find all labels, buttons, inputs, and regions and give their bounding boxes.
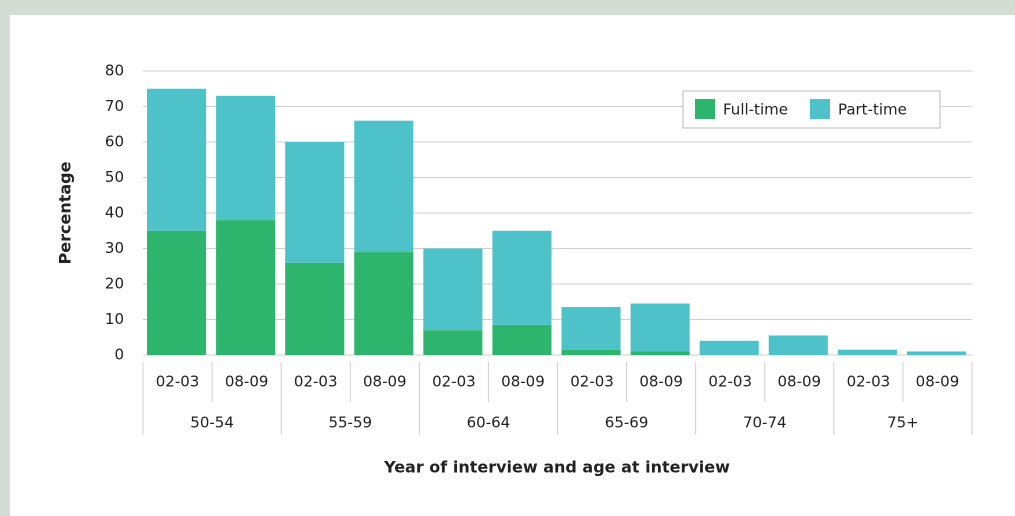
x-tick-label: 08-09 [225, 373, 269, 391]
y-tick-label: 50 [105, 168, 124, 186]
bar-segment [561, 349, 621, 355]
bar-segment [768, 335, 828, 355]
y-tick-label: 80 [105, 62, 124, 80]
x-tick-label: 02-03 [708, 373, 752, 391]
bar-segment [216, 95, 276, 221]
bar-segment [354, 252, 414, 355]
x-tick-label: 08-09 [639, 373, 683, 391]
x-tick-label: 08-09 [777, 373, 821, 391]
y-tick-label: 10 [105, 310, 124, 328]
bar-segment [837, 349, 897, 355]
x-tick-label: 08-09 [916, 373, 960, 391]
x-tick-label: 08-09 [501, 373, 545, 391]
legend-label: Part-time [838, 101, 907, 119]
x-tick-label: 02-03 [432, 373, 476, 391]
group-label: 70-74 [743, 414, 787, 432]
group-label: 50-54 [190, 414, 234, 432]
group-label: 75+ [887, 414, 919, 432]
y-tick-label: 0 [114, 346, 124, 364]
group-label: 60-64 [467, 414, 511, 432]
bar-segment [147, 88, 207, 231]
x-tick-label: 02-03 [156, 373, 200, 391]
x-tick-label: 08-09 [363, 373, 407, 391]
bar-segment [216, 220, 276, 355]
y-tick-label: 20 [105, 275, 124, 293]
legend-swatch [695, 99, 715, 119]
legend-swatch [809, 99, 830, 119]
group-label: 55-59 [328, 414, 372, 432]
bar-segment [285, 142, 345, 263]
x-tick-label: 02-03 [847, 373, 891, 391]
bar-segment [423, 248, 483, 331]
group-label: 65-69 [605, 414, 649, 432]
y-axis-label: Percentage [56, 161, 75, 264]
x-axis-label: Year of interview and age at interview [383, 458, 730, 477]
legend-label: Full-time [723, 101, 788, 119]
bar-segment [630, 303, 690, 352]
bar-segment [285, 262, 345, 355]
bar-segment [561, 307, 621, 350]
bar-segment [492, 230, 552, 325]
bar-segment [354, 120, 414, 253]
y-tick-label: 70 [105, 97, 124, 115]
bar-segment [147, 230, 207, 355]
x-tick-label: 02-03 [294, 373, 338, 391]
bar-segment [423, 330, 483, 355]
bar-segment [492, 324, 552, 355]
y-tick-label: 40 [105, 204, 124, 222]
y-tick-label: 60 [105, 133, 124, 151]
y-tick-label: 30 [105, 239, 124, 257]
bar-segment [630, 351, 690, 355]
x-tick-label: 02-03 [570, 373, 614, 391]
bar-segment [699, 340, 759, 355]
bar-segment [906, 351, 966, 355]
